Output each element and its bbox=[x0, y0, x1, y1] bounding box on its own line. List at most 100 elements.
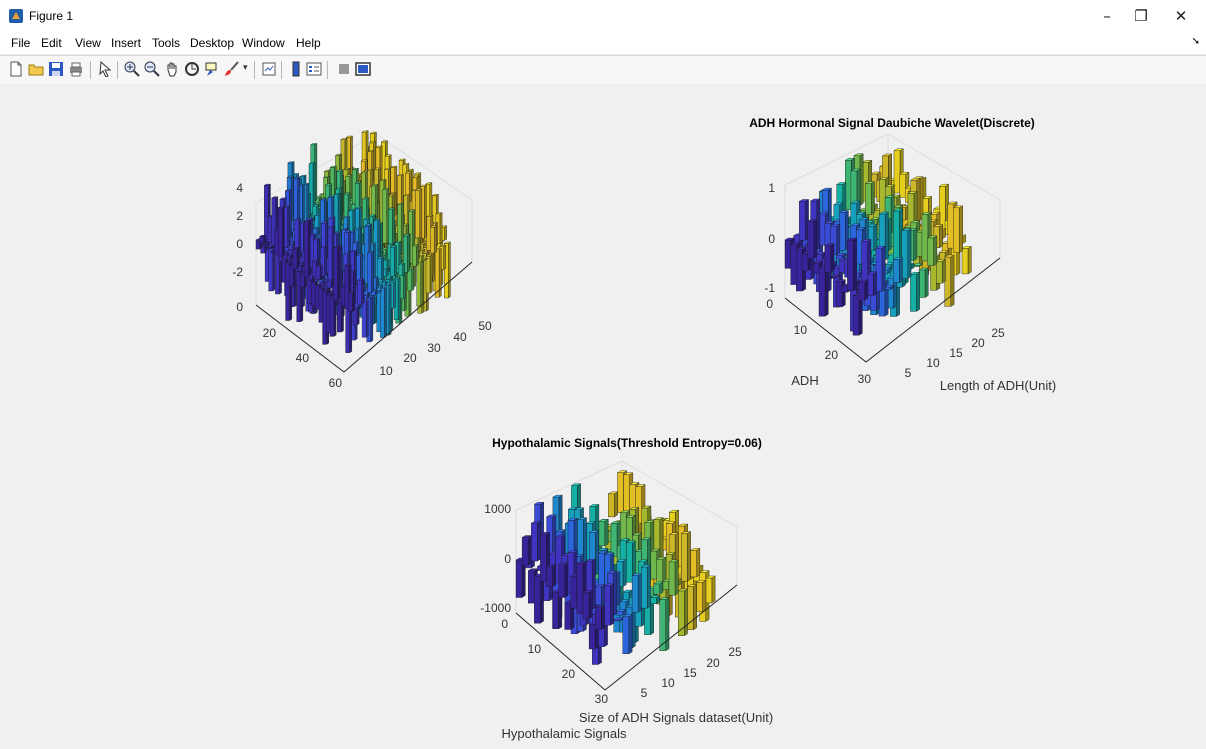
bar-side bbox=[429, 254, 433, 294]
col-tick: 25 bbox=[728, 645, 742, 659]
bar-front bbox=[327, 227, 333, 283]
bar-top bbox=[686, 584, 698, 587]
bar-top bbox=[870, 171, 882, 175]
menu-edit[interactable]: Edit bbox=[41, 36, 62, 50]
bar-top bbox=[527, 568, 539, 571]
bar-front bbox=[377, 257, 382, 280]
bar-top bbox=[884, 184, 896, 188]
bar-front bbox=[818, 267, 826, 317]
bar-front bbox=[887, 278, 894, 309]
bar-front bbox=[641, 566, 648, 609]
open-file-icon[interactable] bbox=[28, 61, 44, 77]
col-tick: 30 bbox=[427, 341, 441, 355]
restore-button[interactable]: ❐ bbox=[1134, 7, 1148, 25]
bar-top bbox=[360, 171, 369, 174]
bar-side bbox=[341, 301, 344, 333]
insert-legend-icon[interactable] bbox=[306, 61, 322, 77]
zoom-in-icon[interactable] bbox=[124, 61, 140, 77]
row-tick: 0 bbox=[236, 300, 243, 314]
menu-tools[interactable]: Tools bbox=[152, 36, 181, 50]
menu-insert[interactable]: Insert bbox=[111, 36, 142, 50]
minimize-button[interactable]: – bbox=[1103, 7, 1111, 25]
bar-top bbox=[318, 287, 326, 289]
bar-top bbox=[668, 532, 680, 535]
bar-top bbox=[362, 218, 371, 220]
bar-side bbox=[434, 225, 437, 254]
menu-file[interactable]: File bbox=[11, 36, 31, 50]
show-plot-tools-icon[interactable] bbox=[355, 61, 371, 77]
bar-side bbox=[420, 261, 424, 307]
zoom-out-icon[interactable] bbox=[144, 61, 160, 77]
bar-top bbox=[893, 148, 905, 151]
hide-plot-tools-icon[interactable] bbox=[336, 61, 352, 77]
bar-front bbox=[893, 150, 901, 194]
bar-front bbox=[901, 230, 908, 279]
bar-front bbox=[307, 279, 312, 304]
toolbar-separator bbox=[90, 61, 91, 79]
bar-top bbox=[616, 559, 627, 562]
brush-icon[interactable] bbox=[224, 61, 240, 77]
axis-label: ADH bbox=[791, 373, 818, 388]
bar-side bbox=[942, 258, 946, 284]
bar-top bbox=[631, 532, 643, 536]
z-tick: 0 bbox=[504, 552, 511, 566]
bar-top bbox=[361, 197, 370, 200]
dock-arrow-icon[interactable]: ➘ bbox=[1191, 36, 1200, 47]
plot-bottom[interactable]: Hypothalamic Signals(Threshold Entropy=0… bbox=[480, 436, 773, 741]
bar-front bbox=[382, 189, 387, 244]
bar-top bbox=[287, 161, 295, 164]
bar-side bbox=[841, 279, 846, 308]
rotate-3d-icon[interactable] bbox=[184, 61, 200, 77]
bar-side bbox=[933, 235, 938, 266]
bar-top bbox=[303, 220, 311, 222]
bar-top bbox=[649, 548, 661, 552]
bar-top bbox=[397, 263, 406, 265]
bar-top bbox=[305, 217, 314, 220]
plot-top-right[interactable]: ADH Hormonal Signal Daubiche Wavelet(Dis… bbox=[749, 116, 1056, 393]
data-cursor-icon[interactable] bbox=[204, 61, 220, 77]
bar-front bbox=[705, 577, 713, 604]
bar-top bbox=[619, 599, 630, 602]
bar-top bbox=[332, 245, 341, 248]
axis-label: Length of ADH(Unit) bbox=[940, 378, 1056, 393]
bar-side bbox=[898, 257, 903, 284]
bar-side bbox=[397, 277, 401, 321]
plot-title: ADH Hormonal Signal Daubiche Wavelet(Dis… bbox=[749, 116, 1035, 130]
close-button[interactable]: ✕ bbox=[1174, 7, 1188, 25]
bar-top bbox=[640, 564, 652, 568]
pan-hand-icon[interactable] bbox=[164, 61, 180, 77]
bar-top bbox=[610, 521, 622, 524]
bar-top bbox=[366, 251, 375, 254]
bar-top bbox=[325, 292, 334, 295]
bar-front bbox=[333, 247, 338, 301]
bar-front bbox=[426, 216, 431, 251]
bar-side bbox=[583, 517, 587, 565]
bar-side bbox=[959, 205, 963, 254]
bar-top bbox=[285, 255, 294, 257]
bar-side bbox=[924, 267, 929, 298]
bar-side bbox=[444, 225, 447, 241]
bar-side bbox=[527, 535, 532, 566]
print-icon[interactable] bbox=[68, 61, 84, 77]
bar-front bbox=[412, 245, 417, 267]
new-figure-icon[interactable] bbox=[8, 61, 24, 77]
bar-side bbox=[319, 265, 323, 280]
menu-window[interactable]: Window bbox=[242, 36, 285, 50]
menu-desktop[interactable]: Desktop bbox=[190, 36, 235, 50]
bar-top bbox=[368, 141, 377, 144]
menu-view[interactable]: View bbox=[75, 36, 101, 50]
link-plot-icon[interactable] bbox=[261, 61, 277, 77]
bar-front bbox=[588, 624, 596, 650]
z-tick: -2 bbox=[232, 265, 243, 279]
brush-dropdown-icon[interactable]: ▾ bbox=[243, 62, 248, 72]
bar-front bbox=[838, 260, 846, 273]
save-icon[interactable] bbox=[48, 61, 64, 77]
insert-colorbar-icon[interactable] bbox=[288, 61, 304, 77]
plot-top-left[interactable]: 4 2 0 -2 0 20 40 60 10 20 30 40 50 bbox=[232, 130, 492, 390]
edit-plot-arrow-icon[interactable] bbox=[97, 61, 113, 77]
bar-top bbox=[366, 169, 374, 172]
menu-help[interactable]: Help bbox=[296, 36, 321, 50]
bar-front bbox=[367, 252, 372, 293]
bar-top bbox=[935, 259, 947, 262]
bar-side bbox=[324, 246, 327, 277]
